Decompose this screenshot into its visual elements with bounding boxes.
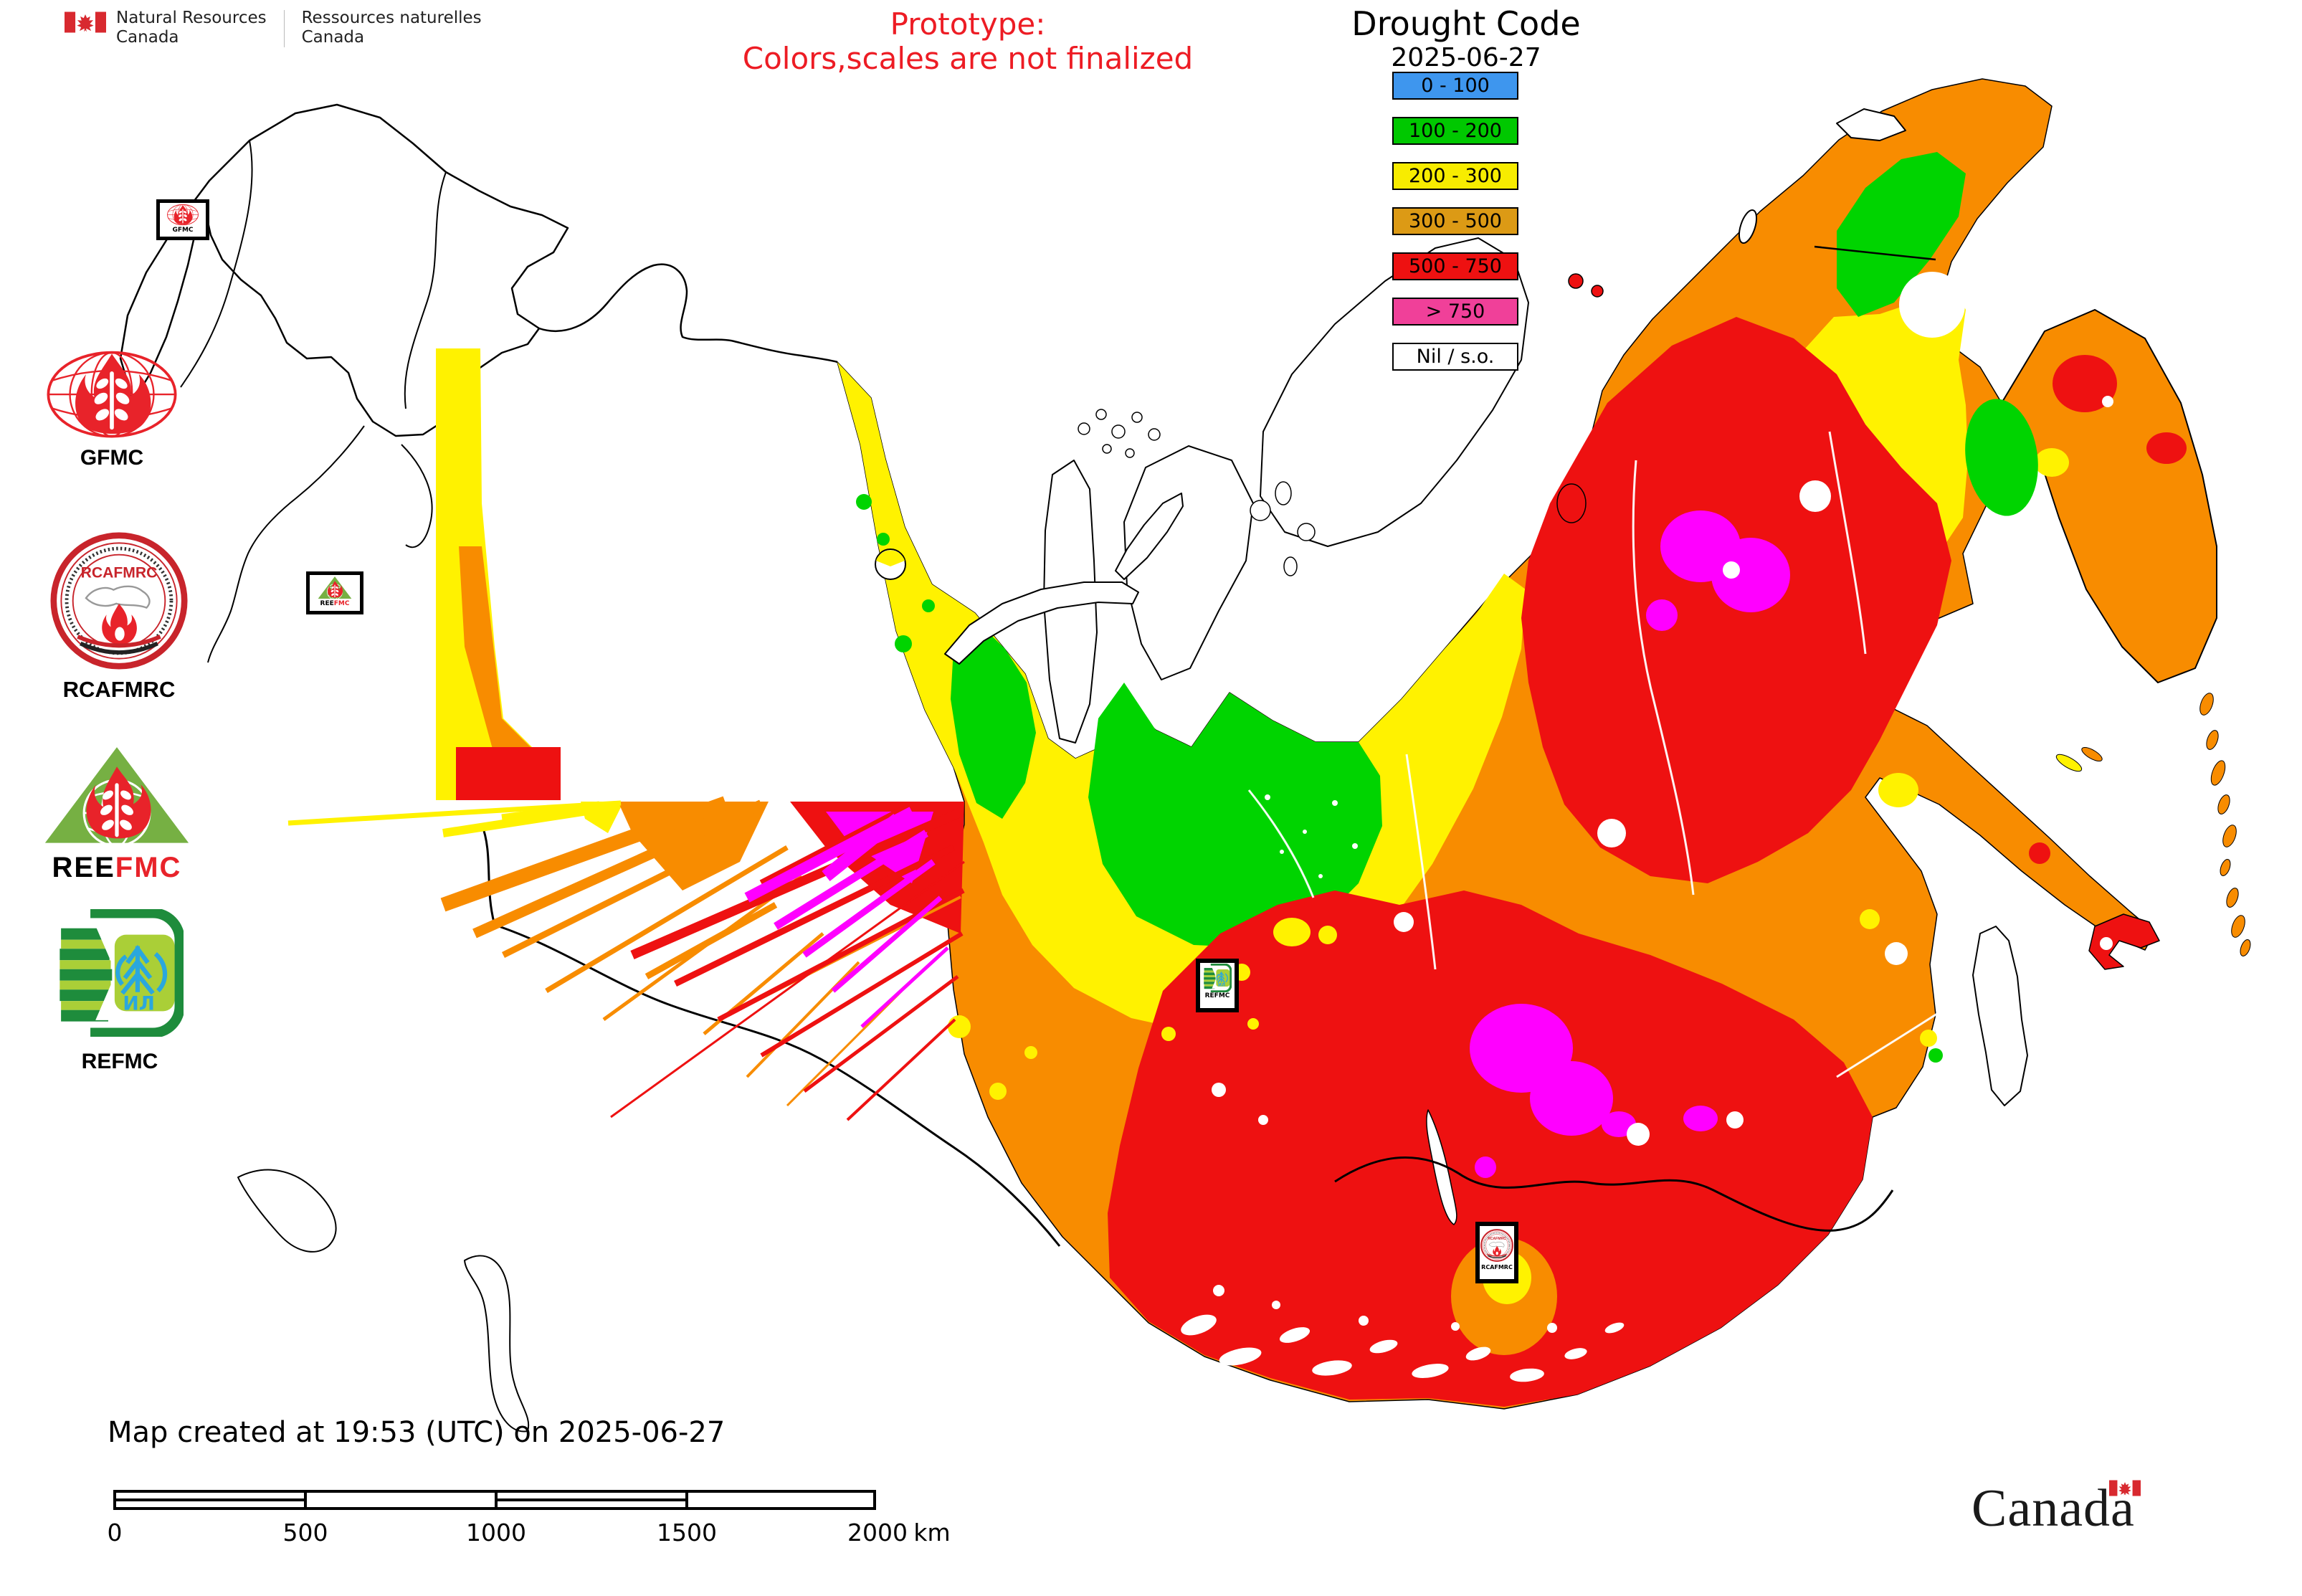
legend-item-0-100: 0 - 100 [1392,72,1518,100]
legend-item-200-300: 200 - 300 [1392,162,1518,190]
scale-tick-2000: 2000 [847,1519,908,1547]
rcafmrc-map-marker: RCAFMRC [1475,1222,1518,1283]
canada-flag-icon [65,11,106,33]
header-divider [283,10,285,47]
canada-wordmark: Canada [1972,1478,2135,1539]
nrcan-logo: Natural Resources Canada Ressources natu… [65,9,482,47]
gfmc-label: GFMC [80,446,144,470]
reefmc-map-marker: REEFMC [306,571,363,614]
org-name-en: Natural Resources Canada [116,9,267,47]
sakhalin-island [1972,926,2028,1106]
southern-speckles [1181,912,1744,1382]
scale-tick-1500: 1500 [657,1519,717,1547]
wrangel-island [1836,108,1906,141]
scale-unit: km [913,1519,951,1547]
prototype-notice-line2: Colors,scales are not finalized [742,41,1194,76]
legend-item-500-750: 500 - 750 [1392,252,1518,280]
gfmc-logo: GFMC [42,348,182,470]
green-islet [1928,1048,1943,1063]
refmc-marker-icon [1203,964,1232,992]
legend-title: Drought Code [1351,4,1581,43]
legend-item-300-500: 300 - 500 [1392,207,1518,235]
refmc-map-marker: REFMC [1196,959,1239,1012]
baltic-coastline [207,425,365,663]
green-lake-dots [1265,794,1358,878]
franz-josef-land [1078,409,1161,458]
novaya-zemlya-north [1115,493,1184,580]
finland-border [404,171,447,409]
wordmark-flag-icon [2109,1480,2141,1496]
western-outlines [119,103,1061,1433]
norway-sweden-border [180,140,253,388]
rcafmrc-label: RCAFMRC [62,677,176,702]
refmc-logo: REFMC [56,909,184,1074]
red-islands [1556,273,1604,523]
taymyr-peninsula [1260,237,1529,547]
map-created-text: Map created at 19:53 (UTC) on 2025-06-27 [108,1416,726,1449]
prototype-notice-line1: Prototype: [890,6,1046,42]
rcafmrc-logo: RCAFMRC [50,532,188,703]
gfmc-marker-icon [164,204,201,227]
prototype-notice: Prototype: Colors,scales are not finaliz… [609,7,1326,76]
gydan-peninsula [1123,445,1254,680]
reefmc-triangle-icon [37,744,196,849]
refmc-label: REFMC [81,1050,158,1073]
glitch-streaks [287,796,965,1121]
refmc-sigma-icon [56,909,184,1037]
kuril-islands [2081,693,2251,956]
rcafmrc-circle-icon [50,532,188,670]
org-name-fr: Ressources naturelles Canada [301,9,482,47]
barents-coastline [538,263,838,364]
legend-item-gt-750: > 750 [1392,298,1518,326]
mongolia-border-line [1334,1156,1894,1232]
yellow-islet [2055,754,2083,772]
scandinavia-outline [119,103,569,437]
scale-tick-1000: 1000 [466,1519,526,1547]
legend-item-100-200: 100 - 200 [1392,117,1518,145]
scale-bar [113,1490,876,1510]
scale-tick-0: 0 [107,1519,123,1547]
new-siberian-island [1738,209,1758,244]
ladoga-outline [401,444,433,548]
reefmc-label: REEFMC [52,852,182,883]
scale-tick-500: 500 [282,1519,328,1547]
reefmc-marker-icon [315,576,355,600]
legend-item-nil: Nil / s.o. [1392,343,1518,371]
severnaya-zemlya [1250,481,1316,576]
gfmc-globe-flame-icon [42,348,182,443]
black-sea-outline [237,1169,337,1253]
gfmc-map-marker: GFMC [156,199,209,240]
novaya-zemlya-south [944,581,1139,665]
scale-bar-labels: 0 500 1000 1500 2000 km [100,1519,961,1547]
kolguev-yellow [876,550,905,566]
rcafmrc-marker-icon [1480,1227,1513,1264]
reefmc-logo: REEFMC [37,744,196,884]
drought-regions [436,78,2217,1410]
arctic-islands [875,108,2028,1106]
legend-date: 2025-06-27 [1391,43,1541,72]
caspian-sea-outline [464,1255,530,1433]
